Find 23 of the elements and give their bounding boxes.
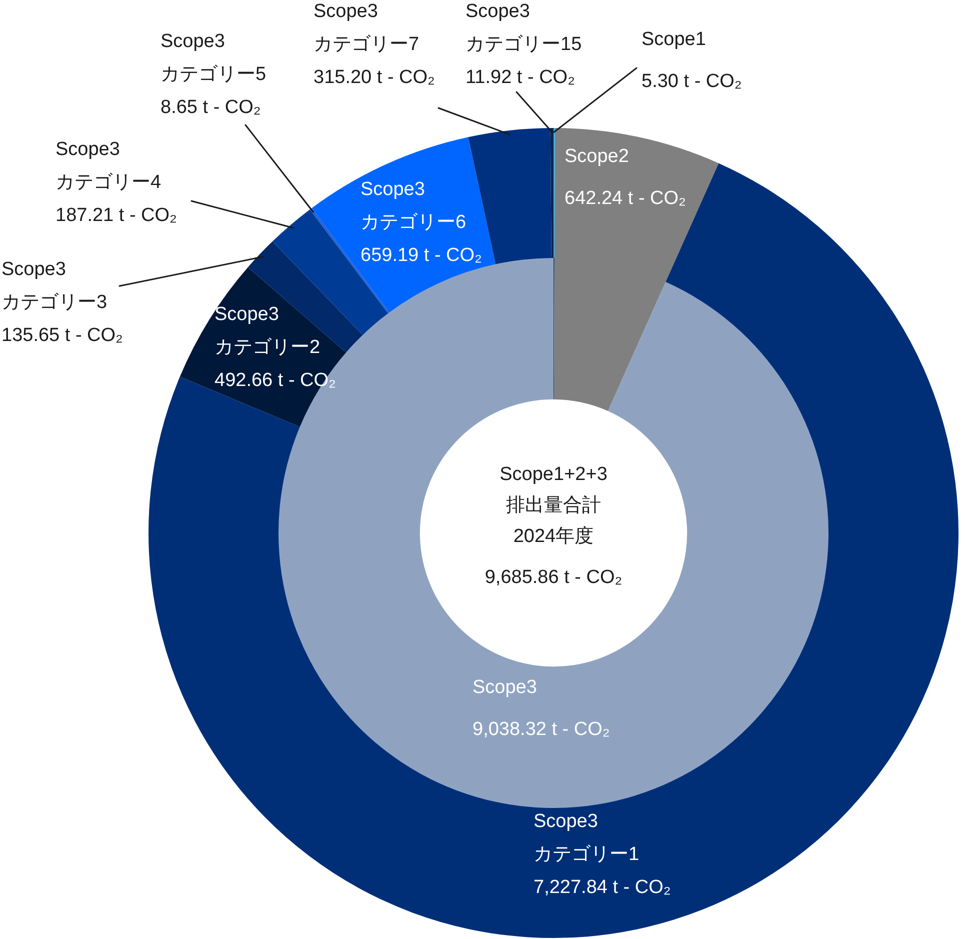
data-label: 8.65 t - CO₂ (160, 97, 261, 118)
data-label: 9,038.32 t - CO₂ (472, 719, 610, 740)
slice-label: Scope2 (564, 146, 629, 168)
slice-label: Scope3 カテゴリー1 (534, 811, 640, 866)
slice-label: Scope3 カテゴリー2 (214, 304, 320, 358)
text: Scope1+2+3 排出量合計 2024年度 (500, 464, 608, 548)
data-label: 5.30 t - CO₂ (642, 71, 742, 92)
slice-label: Scope3 カテゴリー7 (314, 1, 420, 56)
slice-label: Scope3 カテゴリー6 (360, 179, 466, 234)
data-label: 315.20 t - CO₂ (314, 67, 435, 88)
slice-label: Scope3 カテゴリー4 (56, 139, 162, 194)
data-label: 659.19 t - CO₂ (360, 245, 482, 266)
data-label: 135.65 t - CO₂ (2, 325, 123, 346)
slice-label: Scope3 カテゴリー3 (2, 259, 108, 314)
text: 9,685.86 t - CO₂ (484, 567, 622, 588)
data-label: 11.92 t - CO₂ (466, 67, 575, 88)
slice-label: Scope1 (642, 29, 706, 50)
data-label: 187.21 t - CO₂ (56, 205, 177, 226)
data-label: 642.24 t - CO₂ (564, 188, 686, 210)
slice-label: Scope3 (472, 677, 537, 698)
data-label: 7,227.84 t - CO₂ (534, 877, 671, 898)
slice-label: Scope3 カテゴリー15 (466, 1, 582, 56)
slice-label: Scope3 カテゴリー5 (160, 31, 266, 86)
